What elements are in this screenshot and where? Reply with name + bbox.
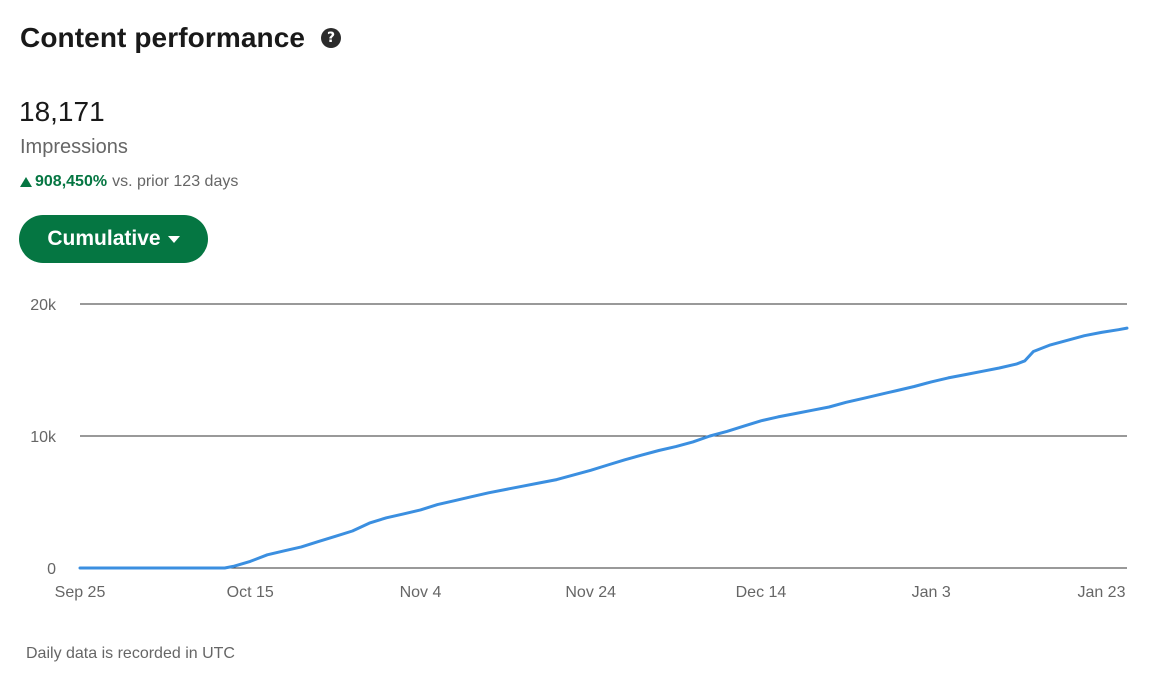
triangle-up-icon: [20, 177, 32, 187]
page-title: Content performance: [20, 22, 306, 53]
cumulative-dropdown-button[interactable]: Cumulative: [19, 215, 208, 263]
impressions-series-line: [78, 326, 1129, 570]
impressions-label: Impressions: [20, 136, 128, 158]
x-tick-label: Nov 24: [565, 584, 616, 601]
y-tick-label: 0: [47, 561, 56, 578]
y-tick-label: 10k: [30, 429, 57, 446]
x-tick-label: Dec 14: [736, 584, 787, 601]
x-tick-label: Oct 15: [227, 584, 274, 601]
header: Content performance ?: [20, 22, 342, 54]
question-circle-icon[interactable]: ?: [321, 28, 342, 48]
change-suffix: vs. prior 123 days: [112, 173, 239, 190]
caret-down-icon: [167, 235, 180, 243]
x-tick-label: Sep 25: [55, 584, 106, 601]
change-indicator: 908,450% vs. prior 123 days: [20, 173, 238, 191]
impressions-value: 18,171: [19, 96, 105, 127]
y-tick-label: 20k: [30, 297, 57, 314]
x-tick-label: Nov 4: [400, 584, 442, 601]
utc-footnote: Daily data is recorded in UTC: [26, 645, 235, 662]
change-percent: 908,450%: [35, 173, 108, 190]
x-tick-label: Jan 3: [912, 584, 951, 601]
cumulative-label: Cumulative: [47, 227, 161, 250]
x-tick-label: Jan 23: [1077, 584, 1125, 601]
